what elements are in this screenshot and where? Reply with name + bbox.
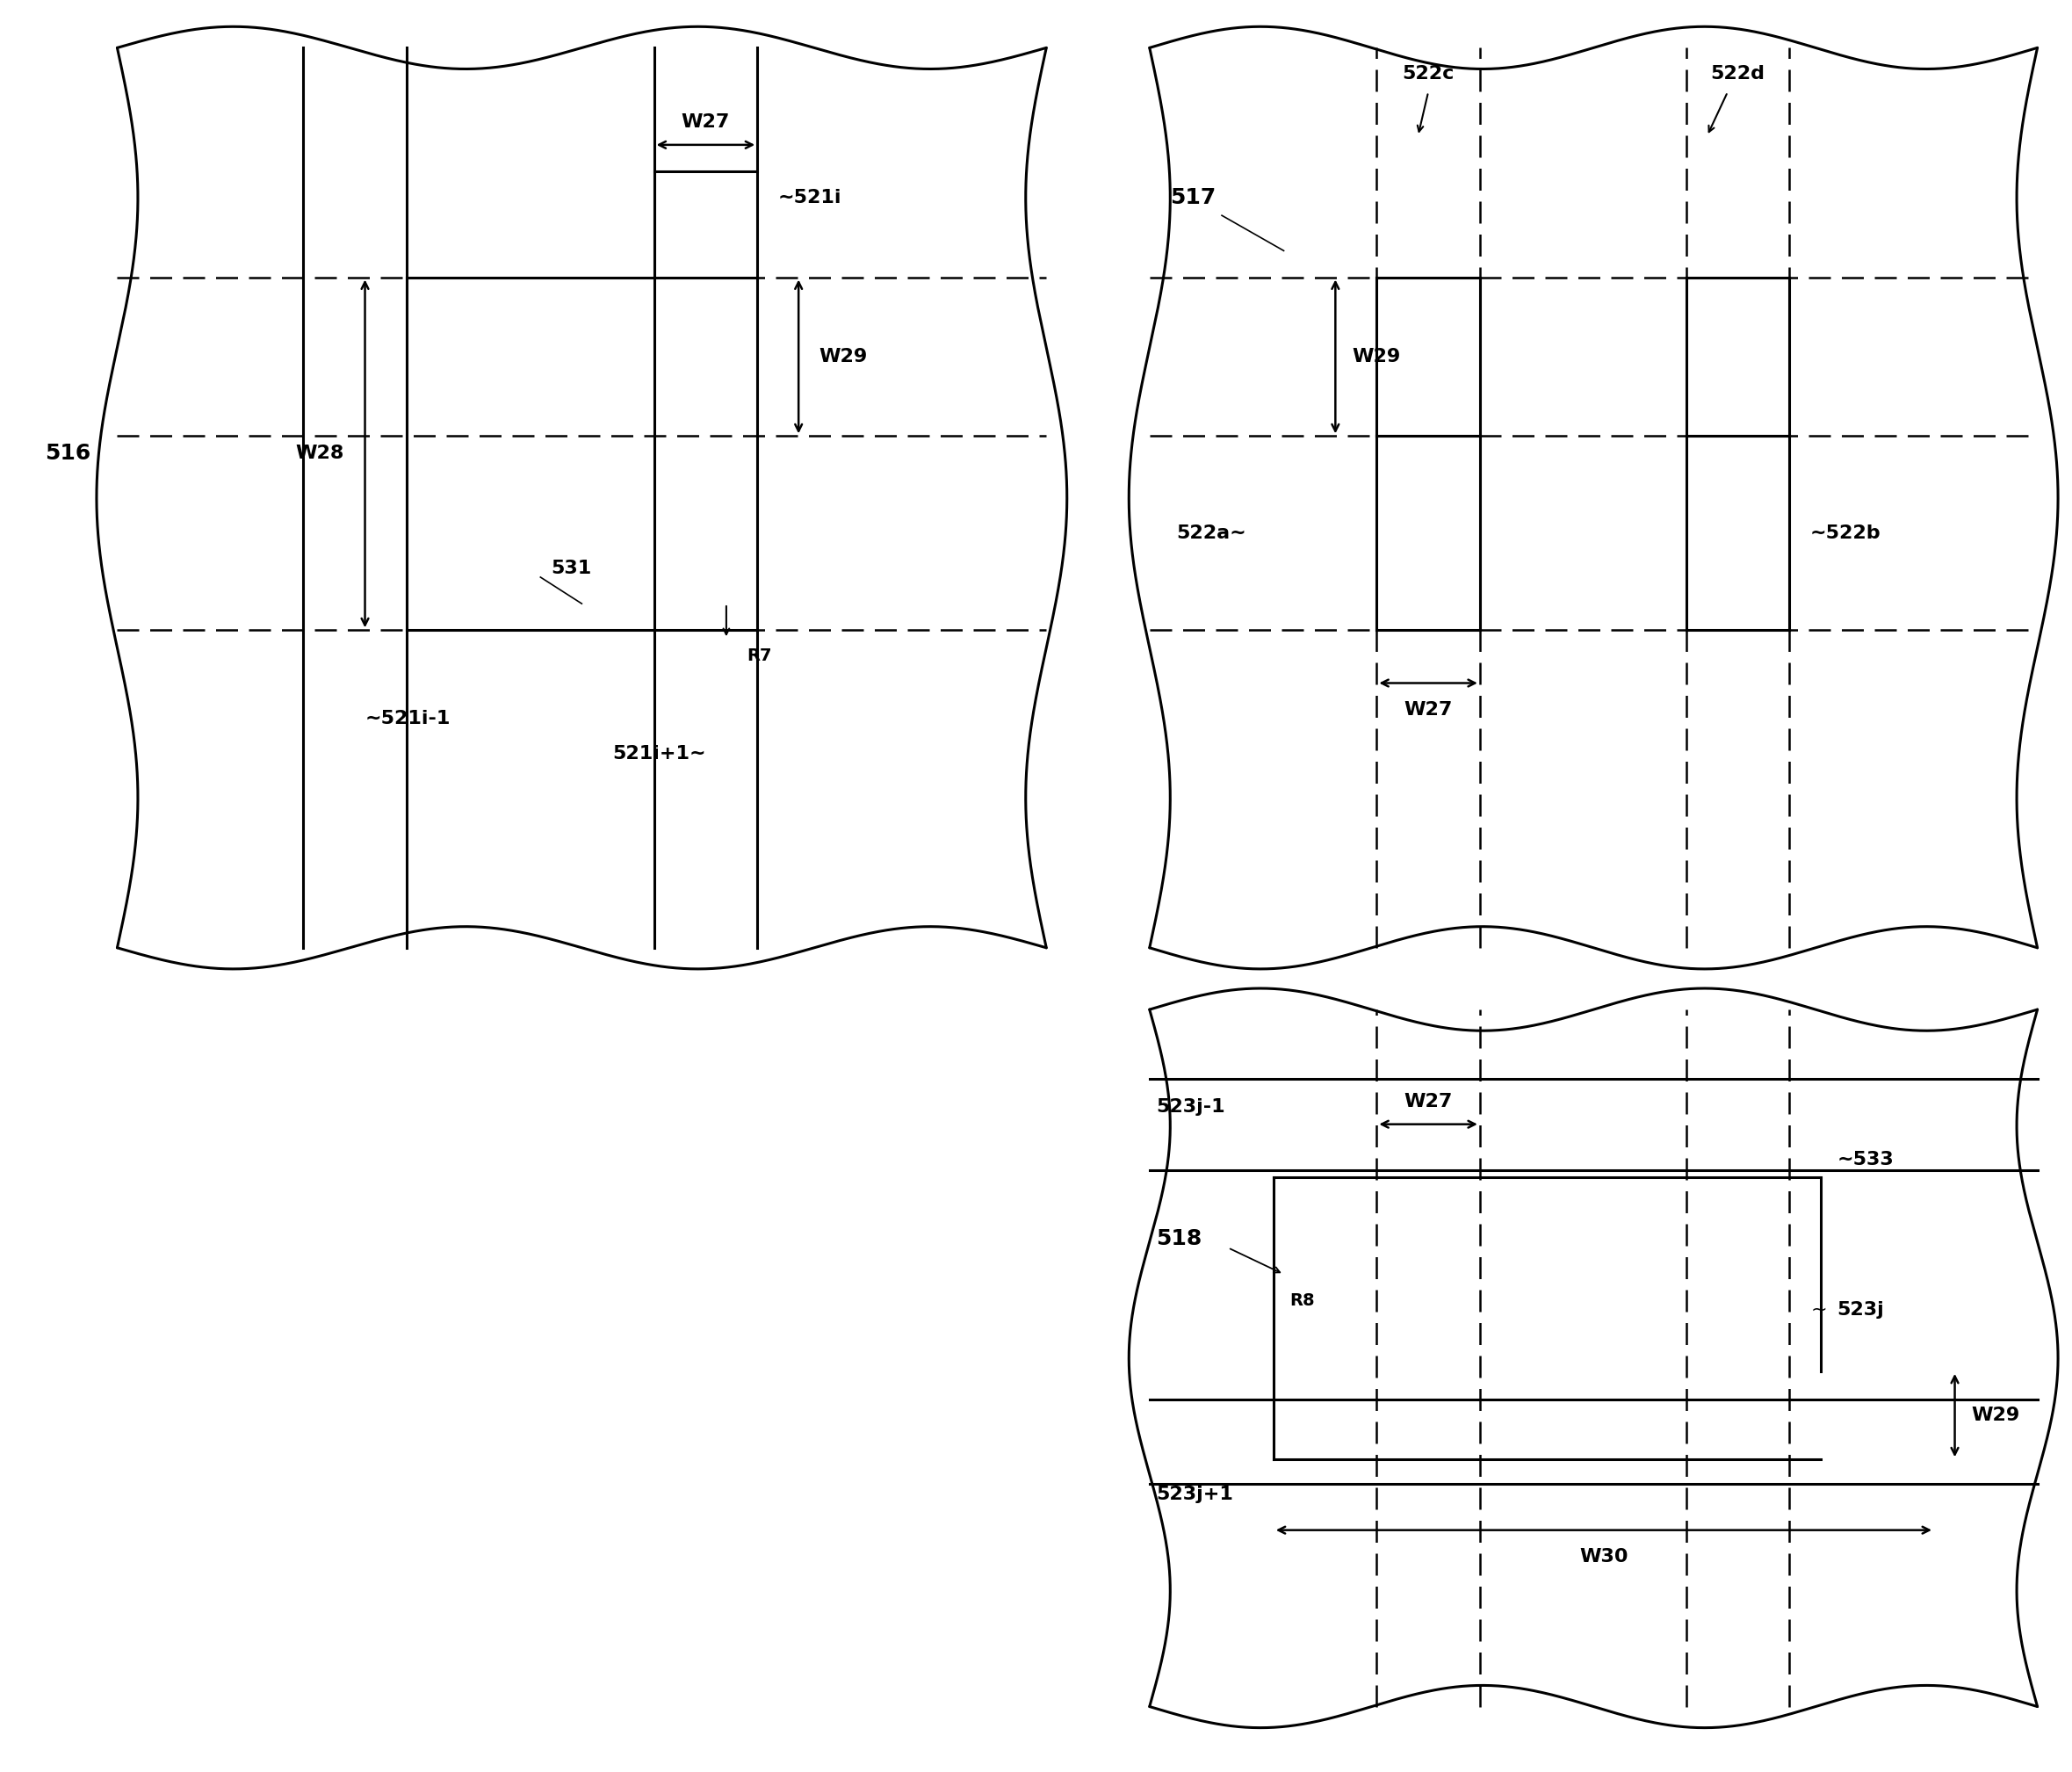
Text: R8: R8 (1291, 1292, 1316, 1310)
Text: 523j+1: 523j+1 (1156, 1487, 1233, 1504)
Text: 522c: 522c (1403, 66, 1455, 83)
Text: ~: ~ (1811, 1301, 1828, 1318)
Text: 516: 516 (46, 443, 91, 464)
Text: W27: W27 (682, 113, 729, 131)
Text: W27: W27 (1405, 700, 1452, 718)
Text: W29: W29 (1970, 1407, 2020, 1425)
Text: 522a~: 522a~ (1177, 525, 1247, 542)
Text: 523j-1: 523j-1 (1156, 1099, 1225, 1115)
Text: W28: W28 (296, 445, 344, 462)
Text: 518: 518 (1156, 1228, 1202, 1249)
Text: 523j: 523j (1838, 1301, 1883, 1318)
Text: W30: W30 (1579, 1547, 1629, 1565)
Text: ~533: ~533 (1838, 1150, 1894, 1168)
Text: 521i+1~: 521i+1~ (613, 744, 707, 762)
Text: 531: 531 (551, 560, 591, 578)
Text: 517: 517 (1171, 188, 1216, 209)
Text: 522d: 522d (1711, 66, 1765, 83)
Text: W29: W29 (1351, 347, 1401, 365)
Text: W27: W27 (1405, 1093, 1452, 1109)
Text: ~522b: ~522b (1811, 525, 1881, 542)
Text: ~521i: ~521i (777, 190, 841, 207)
Text: R7: R7 (746, 649, 773, 664)
Text: W29: W29 (818, 347, 868, 365)
Text: ~521i-1: ~521i-1 (365, 709, 450, 727)
